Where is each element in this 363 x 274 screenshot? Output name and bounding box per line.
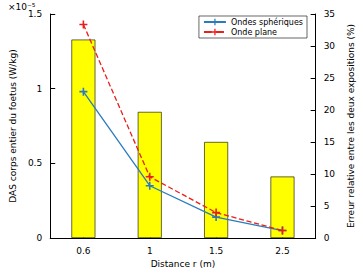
- svg-text:Onde plane: Onde plane: [231, 28, 277, 37]
- svg-text:15: 15: [324, 137, 335, 147]
- svg-text:25: 25: [324, 73, 335, 83]
- svg-text:0: 0: [324, 233, 330, 243]
- svg-text:Erreur relative entre les deux: Erreur relative entre les deux expositio…: [346, 24, 356, 228]
- svg-text:30: 30: [324, 41, 336, 51]
- svg-text:Ondes sphériques: Ondes sphériques: [231, 17, 303, 27]
- svg-text:Distance r (m): Distance r (m): [151, 259, 216, 269]
- svg-text:1.5: 1.5: [28, 9, 42, 19]
- svg-text:1: 1: [36, 84, 42, 94]
- svg-text:20: 20: [324, 105, 336, 115]
- svg-text:×10⁻⁵: ×10⁻⁵: [8, 1, 36, 12]
- svg-text:2.5: 2.5: [275, 246, 289, 256]
- svg-text:1.5: 1.5: [209, 246, 223, 256]
- svg-text:DAS corps entier du foetus (W/: DAS corps entier du foetus (W/kg): [8, 49, 18, 202]
- svg-text:5: 5: [324, 201, 330, 211]
- svg-text:0: 0: [36, 233, 42, 243]
- svg-text:0.5: 0.5: [28, 158, 42, 168]
- svg-text:10: 10: [324, 169, 336, 179]
- svg-text:1: 1: [147, 246, 153, 256]
- svg-text:35: 35: [324, 9, 335, 19]
- svg-text:0.6: 0.6: [76, 246, 91, 256]
